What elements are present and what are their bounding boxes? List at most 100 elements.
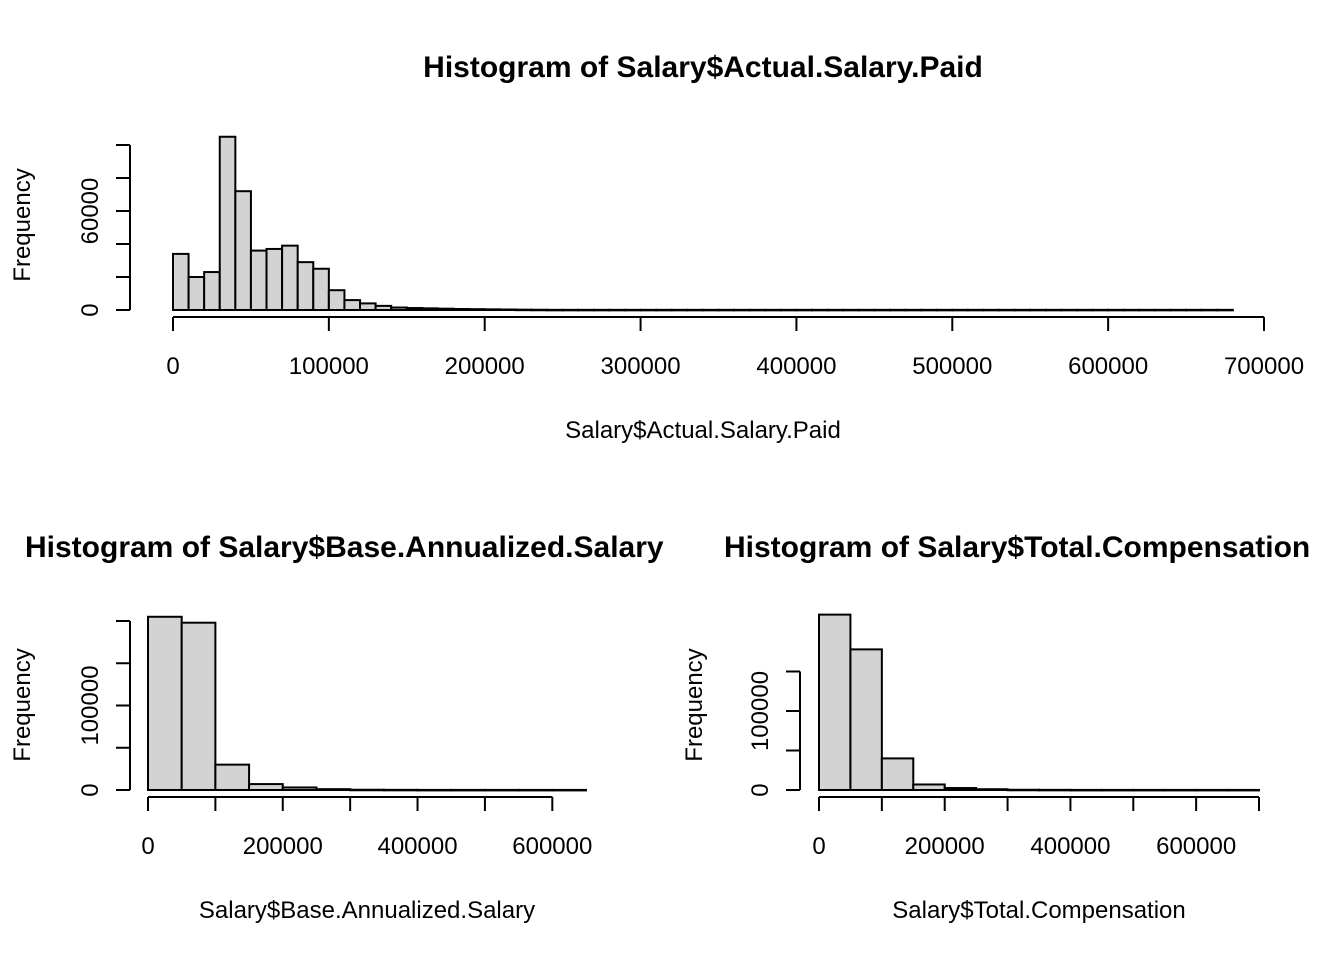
histogram-bar	[1226, 788, 1260, 792]
x-tick-label: 700000	[1224, 353, 1304, 380]
histogram-bar	[187, 276, 206, 311]
histogram-bar	[998, 308, 1016, 312]
histogram-bar	[1195, 788, 1229, 792]
histogram-bar	[748, 308, 767, 312]
x-tick-label: 100000	[289, 353, 369, 380]
histogram-bar	[315, 788, 352, 792]
histogram-bar	[857, 308, 876, 312]
x-tick-label: 200000	[243, 833, 323, 860]
x-tick-label: 0	[166, 353, 179, 380]
histogram-bar	[561, 308, 580, 312]
histogram-bar	[1013, 308, 1032, 312]
histogram-bar	[577, 308, 595, 312]
histogram-bar	[248, 783, 284, 792]
histogram-bar	[1200, 308, 1219, 312]
histogram-bar	[374, 304, 393, 311]
histogram-bar	[623, 308, 642, 312]
x-axis-label: Salary$Actual.Salary.Paid	[565, 417, 841, 444]
histogram-bar	[180, 621, 217, 791]
histogram-bar	[147, 615, 183, 792]
histogram-bar	[390, 306, 408, 311]
histogram-bar	[416, 788, 453, 792]
y-tick-label: 60000	[77, 178, 104, 245]
chart-title: Histogram of Salary$Total.Compensation	[724, 531, 1310, 564]
histogram-bar	[733, 308, 751, 312]
histogram-bar	[1006, 788, 1040, 792]
x-tick-label: 500000	[912, 353, 992, 380]
histogram-bar	[436, 307, 455, 311]
x-axis-label: Salary$Total.Compensation	[892, 897, 1186, 924]
y-axis-label: Frequency	[9, 648, 36, 761]
histogram-bar	[483, 788, 520, 792]
histogram-bar	[943, 787, 978, 792]
histogram-bar	[1091, 308, 1110, 312]
histogram-bar	[951, 308, 969, 312]
histogram-bar	[483, 308, 502, 311]
histogram-bar	[608, 308, 626, 312]
histogram-bar	[904, 308, 923, 312]
histogram-bar	[655, 308, 673, 312]
histogram-bar	[779, 308, 798, 312]
histogram-bar	[1075, 308, 1094, 312]
histogram-bar	[888, 308, 907, 312]
chart-title: Histogram of Salary$Actual.Salary.Paid	[423, 51, 983, 84]
histogram-bar	[826, 308, 845, 312]
histogram-bar	[717, 308, 736, 312]
histogram-bar	[842, 308, 860, 312]
histogram-bar	[214, 763, 251, 792]
histogram-bar	[795, 308, 814, 312]
histogram-bar	[172, 252, 190, 311]
histogram-bar	[281, 786, 318, 792]
histogram-bar	[818, 613, 852, 791]
x-tick-label: 0	[812, 833, 825, 860]
histogram-bar	[1153, 308, 1172, 312]
x-tick-label: 400000	[756, 353, 836, 380]
histogram-bar	[296, 261, 315, 311]
histogram-bar	[670, 308, 689, 312]
histogram-bar	[873, 308, 891, 312]
histogram-bar	[514, 308, 533, 312]
histogram-bar	[551, 788, 587, 792]
histogram-bar	[218, 135, 237, 311]
histogram-bar	[468, 308, 486, 311]
histogram-bar	[1132, 788, 1166, 792]
chart-title: Histogram of Salary$Base.Annualized.Sala…	[25, 531, 664, 564]
histogram-bar	[265, 247, 284, 311]
histogram-bar	[327, 289, 346, 312]
histogram-bar	[1185, 308, 1203, 312]
histogram-bar	[1107, 308, 1125, 312]
histogram-bar	[343, 299, 362, 312]
histogram-bar	[1060, 308, 1078, 312]
histogram-bar	[359, 302, 377, 311]
histogram-bar	[701, 308, 720, 312]
x-axis-label: Salary$Base.Annualized.Salary	[199, 897, 535, 924]
histogram-bar	[686, 308, 704, 312]
histogram-bar	[1069, 788, 1103, 792]
histogram-bar	[452, 308, 471, 312]
x-tick-label: 400000	[377, 833, 457, 860]
histogram-bar	[639, 308, 658, 312]
x-tick-label: 600000	[1068, 353, 1148, 380]
histogram-bar	[966, 308, 985, 312]
y-axis-label: Frequency	[9, 168, 36, 281]
histogram-bar	[546, 308, 564, 312]
y-tick-label: 100000	[747, 671, 774, 751]
histogram-bar	[935, 308, 954, 312]
histogram-bar	[249, 249, 268, 312]
x-tick-label: 200000	[445, 353, 525, 380]
x-tick-label: 0	[141, 833, 154, 860]
y-tick-label: 0	[77, 783, 104, 796]
histogram-bar	[349, 788, 385, 792]
histogram-bar	[499, 308, 517, 312]
histogram-bar	[880, 757, 915, 792]
x-tick-label: 200000	[905, 833, 985, 860]
histogram-bar	[1138, 308, 1156, 312]
histogram-bar	[811, 308, 829, 312]
histogram-bar	[975, 788, 1009, 792]
y-tick-label: 0	[747, 783, 774, 796]
x-tick-label: 600000	[1156, 833, 1236, 860]
histogram-bar	[764, 308, 782, 312]
histogram-bar	[982, 308, 1001, 312]
histogram-bar	[312, 267, 330, 311]
